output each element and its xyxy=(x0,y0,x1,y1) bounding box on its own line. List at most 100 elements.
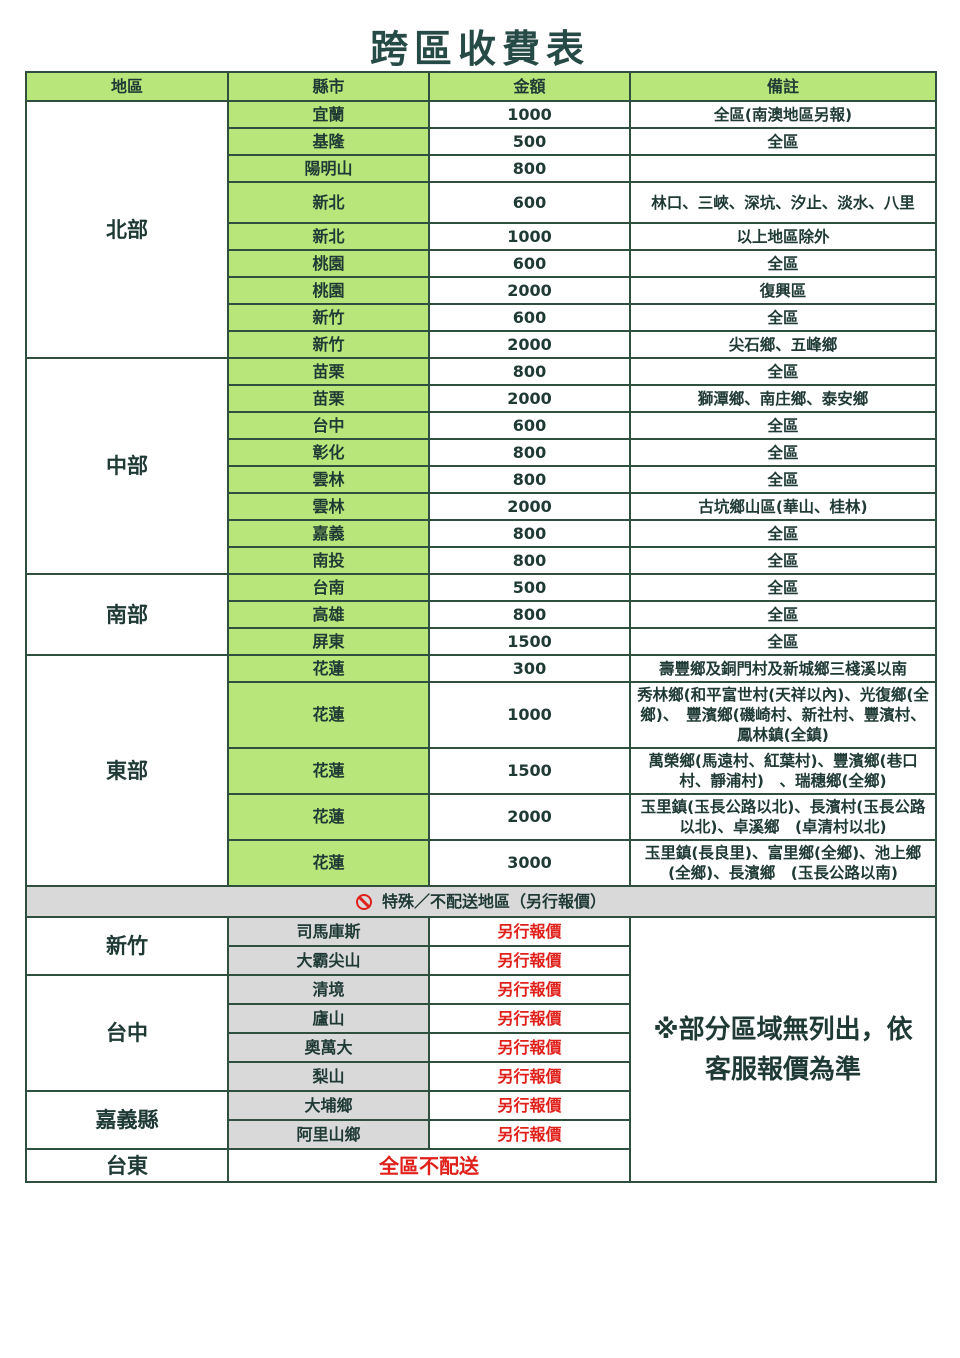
table-row: 花蓮 1500 萬榮鄉(馬遠村、紅葉村)、豐濱鄉(巷口村、靜浦村) 、瑞穗鄉(全鄉) xyxy=(26,747,937,795)
city-cell: 桃園 xyxy=(227,249,430,278)
special-fee-cell: 另行報價 xyxy=(428,1032,631,1063)
fee-cell: 800 xyxy=(428,357,631,386)
city-cell: 宜蘭 xyxy=(227,100,430,129)
fee-cell: 600 xyxy=(428,181,631,224)
table-row: 花蓮 2000 玉里鎮(玉長公路以北)、長濱村(玉長公路以北)、卓溪鄉 (卓清村以北… xyxy=(26,793,937,841)
table-row: 花蓮 3000 玉里鎮(長良里)、富里鄉(全鄉)、池上鄉(全鄉)、長濱鄉 (玉長公路… xyxy=(26,839,937,887)
table-row: 新北 600 林口、三峽、深坑、汐止、淡水、八里 xyxy=(26,181,937,224)
note-cell: 全區 xyxy=(629,519,937,548)
fee-cell: 800 xyxy=(428,600,631,629)
special-area-cell: 阿里山鄉 xyxy=(227,1119,430,1150)
table-row: 彰化 800 全區 xyxy=(26,438,937,467)
special-area-cell: 大霸尖山 xyxy=(227,945,430,976)
city-cell: 新竹 xyxy=(227,303,430,332)
note-cell: 尖石鄉、五峰鄉 xyxy=(629,330,937,359)
city-cell: 花蓮 xyxy=(227,654,430,683)
fee-cell: 600 xyxy=(428,411,631,440)
city-cell: 新北 xyxy=(227,181,430,224)
table-row: 花蓮 1000 秀林鄉(和平富世村(天祥以內)、光復鄉(全鄉)、 豐濱鄉(磯崎村、新… xyxy=(26,681,937,749)
city-cell: 台南 xyxy=(227,573,430,602)
special-row: 嘉義縣 大埔鄉 另行報價 xyxy=(25,1090,936,1150)
fee-cell: 500 xyxy=(428,573,631,602)
note-cell: 全區(南澳地區另報) xyxy=(629,100,937,129)
special-fee-cell: 另行報價 xyxy=(428,1119,631,1150)
note-cell: 復興區 xyxy=(629,276,937,305)
region-cell: 東部 xyxy=(25,654,229,887)
city-cell: 新竹 xyxy=(227,330,430,359)
special-fee-cell: 另行報價 xyxy=(428,1061,631,1092)
region-cell: 中部 xyxy=(25,357,229,575)
fee-cell: 3000 xyxy=(428,839,631,887)
table-row: 屏東 1500 全區 xyxy=(26,627,937,656)
note-cell: 秀林鄉(和平富世村(天祥以內)、光復鄉(全鄉)、 豐濱鄉(磯崎村、新社村、豐濱村… xyxy=(629,681,937,749)
note-cell: 全區 xyxy=(629,303,937,332)
table-row: 桃園 2000 復興區 xyxy=(26,276,937,305)
city-cell: 台中 xyxy=(227,411,430,440)
fee-cell: 800 xyxy=(428,154,631,183)
fee-cell: 1000 xyxy=(428,681,631,749)
city-cell: 雲林 xyxy=(227,492,430,521)
city-cell: 花蓮 xyxy=(227,681,430,749)
taitung-row: 台東 全區不配送 xyxy=(25,1148,936,1183)
fee-cell: 600 xyxy=(428,303,631,332)
fee-cell: 1500 xyxy=(428,627,631,656)
city-cell: 苗栗 xyxy=(227,384,430,413)
special-area-cell: 奧萬大 xyxy=(227,1032,430,1063)
note-cell: 全區 xyxy=(629,249,937,278)
fee-cell: 1500 xyxy=(428,747,631,795)
table-row: 新竹 2000 尖石鄉、五峰鄉 xyxy=(26,330,937,359)
special-row: 阿里山鄉 另行報價 xyxy=(26,1119,936,1150)
note-cell: 全區 xyxy=(629,438,937,467)
special-title: 特殊／不配送地區（另行報價） xyxy=(381,891,606,911)
city-cell: 南投 xyxy=(227,546,430,575)
fee-cell: 2000 xyxy=(428,793,631,841)
region-cell: 北部 xyxy=(25,100,229,359)
note-cell: 以上地區除外 xyxy=(629,222,937,251)
table-row: 桃園 600 全區 xyxy=(26,249,937,278)
note-cell: 全區 xyxy=(629,546,937,575)
note-cell: 全區 xyxy=(629,600,937,629)
table-row: 新北 1000 以上地區除外 xyxy=(26,222,937,251)
table-row: 中部 苗栗 800 全區 xyxy=(25,357,937,575)
special-fee-cell: 另行報價 xyxy=(428,916,631,947)
table-row: 基隆 500 全區 xyxy=(26,127,937,156)
note-cell: 林口、三峽、深坑、汐止、淡水、八里 xyxy=(629,181,937,224)
note-cell xyxy=(629,154,937,183)
city-cell: 陽明山 xyxy=(227,154,430,183)
fee-cell: 800 xyxy=(428,546,631,575)
header-region: 地區 xyxy=(25,71,229,102)
taitung-region: 台東 xyxy=(25,1148,229,1183)
city-cell: 苗栗 xyxy=(227,357,430,386)
city-cell: 高雄 xyxy=(227,600,430,629)
table-row: 雲林 2000 古坑鄉山區(華山、桂林) xyxy=(26,492,937,521)
special-area-cell: 大埔鄉 xyxy=(227,1090,430,1121)
special-region-cell: 嘉義縣 xyxy=(25,1090,229,1150)
special-row: 大霸尖山 另行報價 xyxy=(26,945,936,976)
city-cell: 彰化 xyxy=(227,438,430,467)
fee-cell: 600 xyxy=(428,249,631,278)
special-fee-cell: 另行報價 xyxy=(428,945,631,976)
special-row: 梨山 另行報價 xyxy=(26,1061,936,1092)
table-row: 高雄 800 全區 xyxy=(26,600,937,629)
city-cell: 雲林 xyxy=(227,465,430,494)
special-area-cell: 廬山 xyxy=(227,1003,430,1034)
fee-cell: 800 xyxy=(428,465,631,494)
header-city: 縣市 xyxy=(227,71,430,102)
header-note: 備註 xyxy=(629,71,937,102)
fee-table: 地區 縣市 金額 備註 北部 宜蘭 1000 全區(南澳地區另報) 基隆 500 全區 陽明山… xyxy=(25,71,937,1183)
note-cell: 全區 xyxy=(629,573,937,602)
special-fee-cell: 另行報價 xyxy=(428,1090,631,1121)
note-cell: 萬榮鄉(馬遠村、紅葉村)、豐濱鄉(巷口村、靜浦村) 、瑞穗鄉(全鄉) xyxy=(629,747,937,795)
table-row: 陽明山 800 xyxy=(26,154,937,183)
table-row: 東部 花蓮 300 壽豐鄉及銅門村及新城鄉三棧溪以南 xyxy=(25,654,937,887)
special-area-cell: 清境 xyxy=(227,974,430,1005)
table-row: 雲林 800 全區 xyxy=(26,465,937,494)
fee-cell: 1000 xyxy=(428,222,631,251)
note-cell: 玉里鎮(長良里)、富里鄉(全鄉)、池上鄉(全鄉)、長濱鄉 (玉長公路以南) xyxy=(629,839,937,887)
fee-cell: 500 xyxy=(428,127,631,156)
table-row: 南部 台南 500 全區 xyxy=(25,573,937,656)
special-region-cell: 台中 xyxy=(25,974,229,1092)
fee-cell: 300 xyxy=(428,654,631,683)
city-cell: 屏東 xyxy=(227,627,430,656)
region-cell: 南部 xyxy=(25,573,229,656)
